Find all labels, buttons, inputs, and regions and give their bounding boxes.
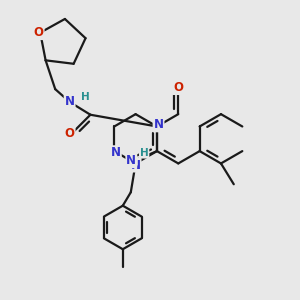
Text: N: N bbox=[126, 154, 136, 167]
Text: O: O bbox=[34, 26, 44, 39]
Text: H: H bbox=[81, 92, 89, 102]
Text: N: N bbox=[64, 95, 75, 108]
Text: N: N bbox=[130, 158, 141, 172]
Text: H: H bbox=[140, 148, 148, 158]
Text: O: O bbox=[173, 81, 183, 94]
Text: N: N bbox=[154, 118, 164, 131]
Text: O: O bbox=[64, 128, 75, 140]
Text: N: N bbox=[111, 146, 121, 159]
